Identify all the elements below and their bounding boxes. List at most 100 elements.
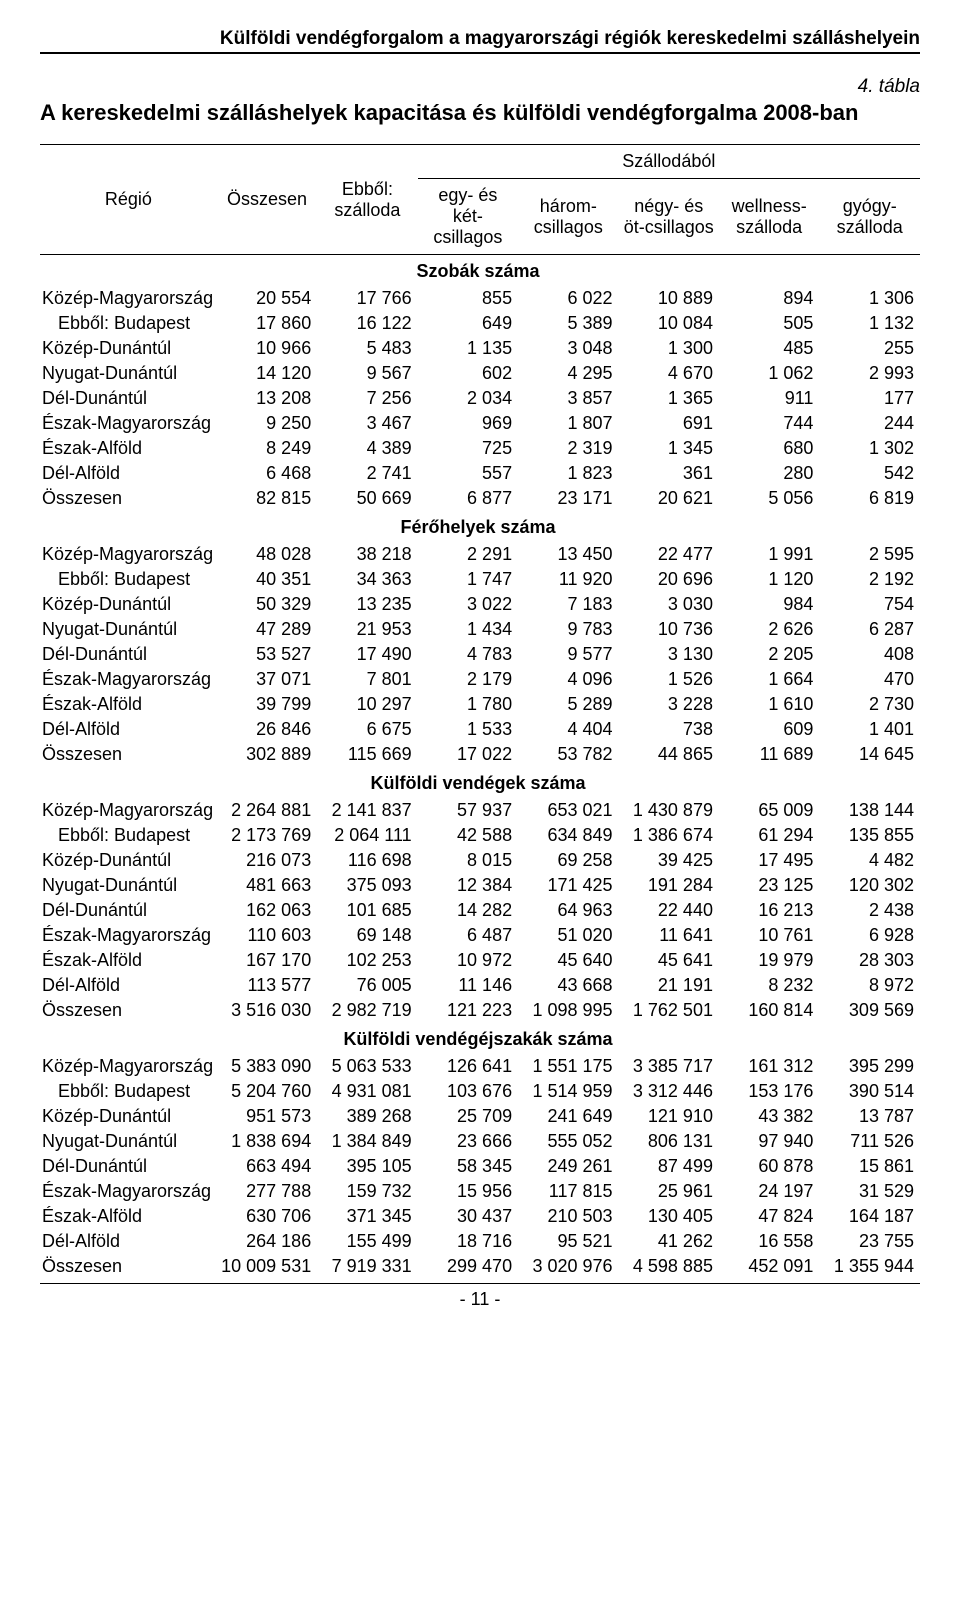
region-label: Összesen bbox=[40, 486, 217, 511]
cell-value: 2 438 bbox=[819, 898, 920, 923]
section-heading: Férőhelyek száma bbox=[40, 511, 920, 542]
col-header-region: Régió bbox=[40, 145, 217, 255]
cell-value: 61 294 bbox=[719, 823, 819, 848]
cell-value: 1 132 bbox=[819, 311, 920, 336]
cell-value: 44 865 bbox=[619, 742, 719, 767]
region-label: Dél-Alföld bbox=[40, 973, 217, 998]
table-row: Összesen82 81550 6696 87723 17120 6215 0… bbox=[40, 486, 920, 511]
cell-value: 2 192 bbox=[819, 567, 920, 592]
cell-value: 2 595 bbox=[819, 542, 920, 567]
region-label: Összesen bbox=[40, 998, 217, 1023]
cell-value: 51 020 bbox=[518, 923, 618, 948]
cell-value: 1 551 175 bbox=[518, 1054, 618, 1079]
cell-value: 97 940 bbox=[719, 1129, 819, 1154]
region-label: Észak-Magyarország bbox=[40, 923, 217, 948]
region-label: Közép-Dunántúl bbox=[40, 336, 217, 361]
cell-value: 21 953 bbox=[317, 617, 417, 642]
cell-value: 50 669 bbox=[317, 486, 417, 511]
cell-value: 505 bbox=[719, 311, 819, 336]
cell-value: 3 857 bbox=[518, 386, 618, 411]
cell-value: 309 569 bbox=[819, 998, 920, 1023]
cell-value: 1 526 bbox=[619, 667, 719, 692]
cell-value: 680 bbox=[719, 436, 819, 461]
cell-value: 241 649 bbox=[518, 1104, 618, 1129]
cell-value: 57 937 bbox=[418, 798, 518, 823]
cell-value: 26 846 bbox=[217, 717, 317, 742]
table-row: Közép-Dunántúl951 573389 26825 709241 64… bbox=[40, 1104, 920, 1129]
cell-value: 1 780 bbox=[418, 692, 518, 717]
section-heading: Külföldi vendégek száma bbox=[40, 767, 920, 798]
cell-value: 1 823 bbox=[518, 461, 618, 486]
cell-value: 45 640 bbox=[518, 948, 618, 973]
cell-value: 11 689 bbox=[719, 742, 819, 767]
cell-value: 5 063 533 bbox=[317, 1054, 417, 1079]
cell-value: 452 091 bbox=[719, 1254, 819, 1284]
cell-value: 5 389 bbox=[518, 311, 618, 336]
table-row: Dél-Dunántúl53 52717 4904 7839 5773 1302… bbox=[40, 642, 920, 667]
cell-value: 47 824 bbox=[719, 1204, 819, 1229]
cell-value: 2 626 bbox=[719, 617, 819, 642]
region-label: Közép-Dunántúl bbox=[40, 1104, 217, 1129]
cell-value: 264 186 bbox=[217, 1229, 317, 1254]
cell-value: 23 666 bbox=[418, 1129, 518, 1154]
cell-value: 120 302 bbox=[819, 873, 920, 898]
region-label: Ebből: Budapest bbox=[40, 311, 217, 336]
cell-value: 4 783 bbox=[418, 642, 518, 667]
cell-value: 5 483 bbox=[317, 336, 417, 361]
cell-value: 395 105 bbox=[317, 1154, 417, 1179]
cell-value: 76 005 bbox=[317, 973, 417, 998]
cell-value: 58 345 bbox=[418, 1154, 518, 1179]
cell-value: 7 256 bbox=[317, 386, 417, 411]
cell-value: 45 641 bbox=[619, 948, 719, 973]
region-label: Ebből: Budapest bbox=[40, 823, 217, 848]
cell-value: 806 131 bbox=[619, 1129, 719, 1154]
table-row: Nyugat-Dunántúl47 28921 9531 4349 78310 … bbox=[40, 617, 920, 642]
cell-value: 951 573 bbox=[217, 1104, 317, 1129]
cell-value: 542 bbox=[819, 461, 920, 486]
cell-value: 2 741 bbox=[317, 461, 417, 486]
cell-value: 9 577 bbox=[518, 642, 618, 667]
col-header-3star: három-csillagos bbox=[518, 179, 618, 255]
cell-value: 160 814 bbox=[719, 998, 819, 1023]
cell-value: 389 268 bbox=[317, 1104, 417, 1129]
table-header: Régió Összesen Ebből: szálloda Szállodáb… bbox=[40, 145, 920, 255]
cell-value: 126 641 bbox=[418, 1054, 518, 1079]
cell-value: 3 516 030 bbox=[217, 998, 317, 1023]
cell-value: 1 514 959 bbox=[518, 1079, 618, 1104]
region-label: Közép-Dunántúl bbox=[40, 592, 217, 617]
cell-value: 164 187 bbox=[819, 1204, 920, 1229]
cell-value: 14 645 bbox=[819, 742, 920, 767]
cell-value: 4 670 bbox=[619, 361, 719, 386]
cell-value: 19 979 bbox=[719, 948, 819, 973]
cell-value: 5 289 bbox=[518, 692, 618, 717]
cell-value: 12 384 bbox=[418, 873, 518, 898]
cell-value: 1 533 bbox=[418, 717, 518, 742]
cell-value: 10 084 bbox=[619, 311, 719, 336]
cell-value: 1 747 bbox=[418, 567, 518, 592]
cell-value: 2 291 bbox=[418, 542, 518, 567]
region-label: Észak-Alföld bbox=[40, 692, 217, 717]
col-header-spa: gyógy-szálloda bbox=[819, 179, 920, 255]
cell-value: 22 477 bbox=[619, 542, 719, 567]
cell-value: 113 577 bbox=[217, 973, 317, 998]
cell-value: 1 365 bbox=[619, 386, 719, 411]
cell-value: 557 bbox=[418, 461, 518, 486]
table-row: Dél-Dunántúl663 494395 10558 345249 2618… bbox=[40, 1154, 920, 1179]
cell-value: 2 141 837 bbox=[317, 798, 417, 823]
cell-value: 39 799 bbox=[217, 692, 317, 717]
cell-value: 5 056 bbox=[719, 486, 819, 511]
table-number-label: 4. tábla bbox=[40, 76, 920, 98]
cell-value: 2 730 bbox=[819, 692, 920, 717]
region-label: Ebből: Budapest bbox=[40, 567, 217, 592]
cell-value: 609 bbox=[719, 717, 819, 742]
region-label: Közép-Magyarország bbox=[40, 542, 217, 567]
cell-value: 744 bbox=[719, 411, 819, 436]
cell-value: 25 961 bbox=[619, 1179, 719, 1204]
cell-value: 2 064 111 bbox=[317, 823, 417, 848]
cell-value: 3 022 bbox=[418, 592, 518, 617]
cell-value: 1 062 bbox=[719, 361, 819, 386]
table-row: Összesen302 889115 66917 02253 78244 865… bbox=[40, 742, 920, 767]
cell-value: 23 125 bbox=[719, 873, 819, 898]
cell-value: 6 928 bbox=[819, 923, 920, 948]
region-label: Észak-Alföld bbox=[40, 1204, 217, 1229]
